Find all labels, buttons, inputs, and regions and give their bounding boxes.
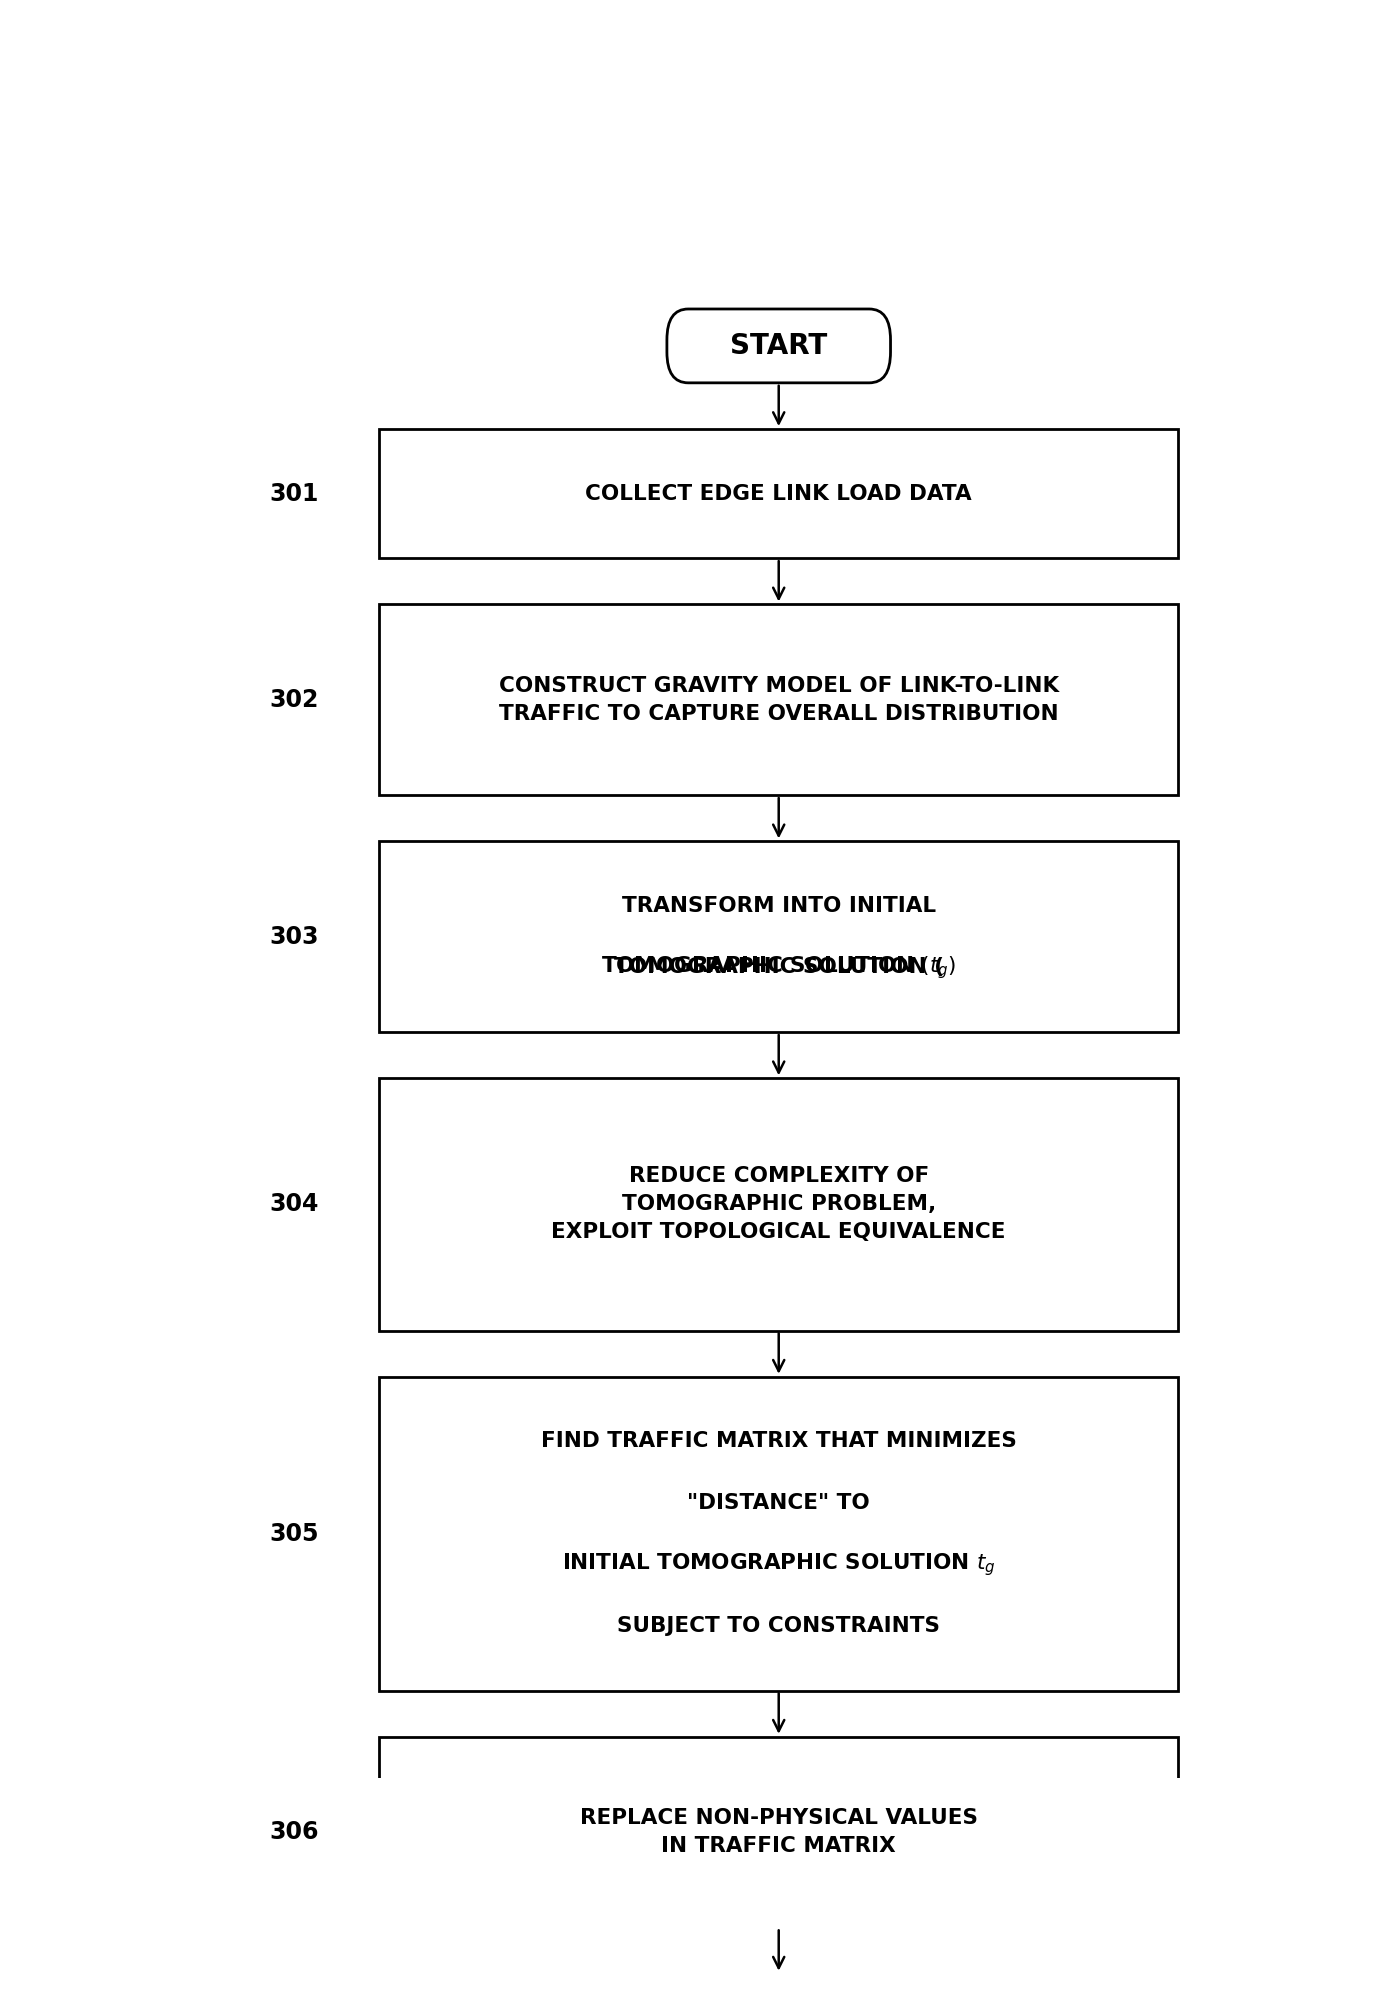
Text: TOMOGRAPHIC SOLUTION (: TOMOGRAPHIC SOLUTION ( (614, 957, 944, 977)
Text: 301: 301 (269, 482, 319, 505)
Text: TOMOGRAPHIC SOLUTION (: TOMOGRAPHIC SOLUTION ( (614, 957, 944, 977)
Bar (379, 1079, 1178, 1331)
Text: 304: 304 (269, 1193, 319, 1217)
Bar (379, 1736, 1178, 1928)
FancyBboxPatch shape (666, 1974, 890, 1998)
Text: FIND TRAFFIC MATRIX THAT MINIMIZES: FIND TRAFFIC MATRIX THAT MINIMIZES (541, 1431, 1017, 1451)
Text: TOMOGRAPHIC SOLUTION (t: TOMOGRAPHIC SOLUTION (t (609, 957, 949, 977)
Bar (379, 603, 1178, 795)
Text: TRANSFORM INTO INITIAL: TRANSFORM INTO INITIAL (621, 895, 936, 915)
Text: REPLACE NON-PHYSICAL VALUES
IN TRAFFIC MATRIX: REPLACE NON-PHYSICAL VALUES IN TRAFFIC M… (580, 1808, 978, 1856)
Bar (379, 1377, 1178, 1690)
Text: REDUCE COMPLEXITY OF
TOMOGRAPHIC PROBLEM,
EXPLOIT TOPOLOGICAL EQUIVALENCE: REDUCE COMPLEXITY OF TOMOGRAPHIC PROBLEM… (551, 1167, 1006, 1243)
Text: 303: 303 (269, 925, 319, 949)
Text: "DISTANCE" TO: "DISTANCE" TO (687, 1493, 870, 1512)
Text: SUBJECT TO CONSTRAINTS: SUBJECT TO CONSTRAINTS (617, 1616, 940, 1636)
FancyBboxPatch shape (666, 310, 890, 384)
Text: TOMOGRAPHIC SOLUTION $(t_g)$: TOMOGRAPHIC SOLUTION $(t_g)$ (600, 955, 956, 981)
Text: CONSTRUCT GRAVITY MODEL OF LINK-TO-LINK
TRAFFIC TO CAPTURE OVERALL DISTRIBUTION: CONSTRUCT GRAVITY MODEL OF LINK-TO-LINK … (499, 675, 1059, 723)
Text: COLLECT EDGE LINK LOAD DATA: COLLECT EDGE LINK LOAD DATA (585, 484, 971, 503)
Text: START: START (730, 332, 827, 360)
Text: INITIAL TOMOGRAPHIC SOLUTION $t_g$: INITIAL TOMOGRAPHIC SOLUTION $t_g$ (562, 1550, 996, 1578)
Bar (379, 430, 1178, 557)
Text: 306: 306 (269, 1820, 319, 1844)
Text: 305: 305 (269, 1522, 319, 1546)
Text: 302: 302 (269, 687, 319, 711)
Bar (379, 841, 1178, 1033)
